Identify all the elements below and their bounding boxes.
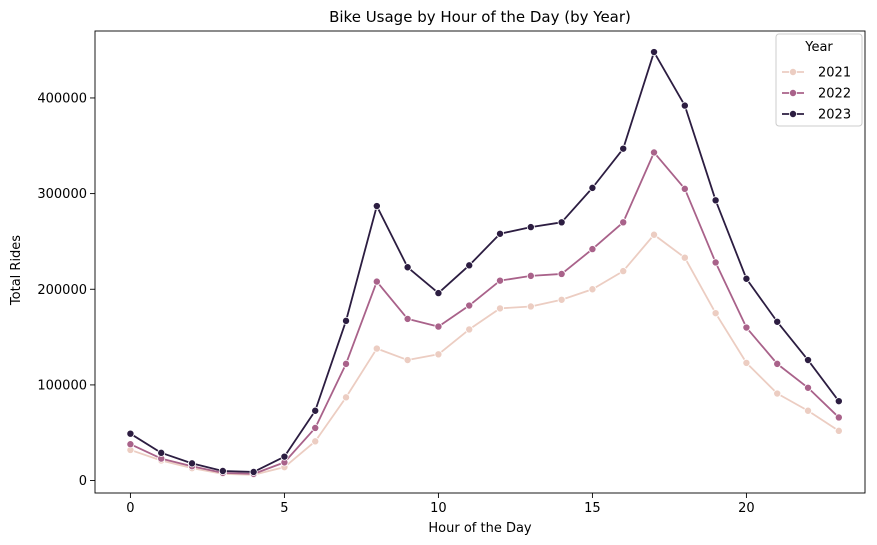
series-line-2023 — [129, 51, 840, 473]
data-point-2021 — [311, 437, 320, 446]
data-point-2022 — [403, 314, 412, 323]
data-point-2021 — [650, 230, 659, 239]
legend: Year 2021 2022 2023 — [775, 33, 863, 127]
data-point-2021 — [834, 426, 843, 435]
data-point-2023 — [126, 429, 135, 438]
data-point-2023 — [588, 183, 597, 192]
data-point-2021 — [465, 325, 474, 334]
data-point-2021 — [680, 253, 689, 262]
plot-frame — [94, 30, 866, 494]
data-point-2023 — [804, 356, 813, 365]
data-point-2022 — [834, 413, 843, 422]
data-point-2021 — [588, 285, 597, 294]
data-point-2022 — [434, 322, 443, 331]
data-point-2021 — [342, 393, 351, 402]
legend-label-2023: 2023 — [818, 108, 851, 123]
data-point-2023 — [372, 202, 381, 211]
y-tick-label: 300000 — [37, 187, 87, 202]
chart-title: Bike Usage by Hour of the Day (by Year) — [329, 8, 631, 26]
data-point-2023 — [280, 452, 289, 461]
data-point-2023 — [711, 196, 720, 205]
data-point-2022 — [311, 423, 320, 432]
data-point-2023 — [218, 466, 227, 475]
plot-area: 0 5 10 15 20 0 100000 200000 300000 400000 — [37, 30, 866, 516]
data-point-2022 — [619, 218, 628, 227]
data-point-2023 — [742, 274, 751, 283]
data-point-2021 — [619, 267, 628, 276]
y-tick-label: 400000 — [37, 91, 87, 106]
data-point-2023 — [403, 263, 412, 272]
data-point-2022 — [588, 245, 597, 254]
data-point-2023 — [650, 48, 659, 57]
legend-box — [775, 33, 863, 127]
y-axis-label: Total Rides — [9, 235, 24, 306]
data-point-2021 — [804, 406, 813, 415]
x-tick-label: 10 — [430, 501, 447, 516]
data-point-2021 — [496, 304, 505, 313]
x-tick-label: 5 — [280, 501, 288, 516]
data-point-2022 — [526, 271, 535, 280]
data-point-2023 — [188, 459, 197, 468]
data-point-2022 — [557, 269, 566, 278]
y-tick-label: 0 — [79, 474, 87, 489]
data-point-2021 — [773, 389, 782, 398]
data-point-2023 — [157, 448, 166, 457]
data-point-2022 — [372, 277, 381, 286]
data-point-2023 — [773, 317, 782, 326]
data-point-2022 — [742, 323, 751, 332]
x-tick-label: 0 — [126, 501, 134, 516]
data-point-2021 — [434, 350, 443, 359]
data-point-2022 — [465, 301, 474, 310]
legend-label-2022: 2022 — [818, 87, 851, 102]
data-point-2023 — [526, 223, 535, 232]
x-axis-label: Hour of the Day — [428, 521, 532, 536]
data-point-2022 — [804, 383, 813, 392]
data-point-2023 — [434, 289, 443, 298]
data-point-2021 — [711, 309, 720, 318]
data-point-2021 — [526, 302, 535, 311]
legend-marker-2021 — [789, 68, 798, 77]
legend-marker-2022 — [789, 89, 798, 98]
data-point-2023 — [496, 229, 505, 238]
data-point-2021 — [742, 358, 751, 367]
data-point-2021 — [372, 344, 381, 353]
data-point-2023 — [249, 467, 258, 476]
data-point-2022 — [126, 440, 135, 449]
data-point-2022 — [711, 258, 720, 267]
series-line-2022 — [130, 151, 840, 475]
y-tick-label: 200000 — [37, 283, 87, 298]
data-point-2021 — [403, 356, 412, 365]
data-point-2021 — [557, 295, 566, 304]
x-tick-label: 15 — [584, 501, 601, 516]
data-point-2022 — [650, 148, 659, 157]
data-point-2022 — [496, 276, 505, 285]
data-point-2022 — [773, 359, 782, 368]
data-point-2023 — [465, 261, 474, 270]
data-point-2023 — [557, 218, 566, 227]
data-point-2023 — [834, 397, 843, 406]
x-tick-label: 20 — [738, 501, 755, 516]
data-point-2022 — [342, 359, 351, 368]
legend-label-2021: 2021 — [818, 66, 851, 81]
legend-title: Year — [804, 40, 833, 55]
data-point-2023 — [311, 406, 320, 415]
y-tick-label: 100000 — [37, 378, 87, 393]
data-point-2023 — [680, 101, 689, 110]
series-line-2021 — [130, 233, 840, 476]
data-point-2023 — [342, 316, 351, 325]
data-point-2023 — [619, 144, 628, 153]
data-point-2022 — [680, 184, 689, 193]
legend-marker-2023 — [789, 110, 798, 119]
